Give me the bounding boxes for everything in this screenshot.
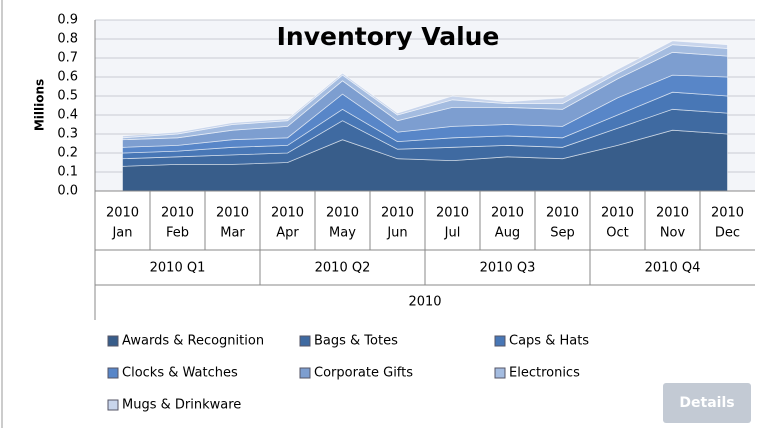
- y-tick-label: 0.5: [57, 89, 78, 104]
- x-tick-label: Apr: [276, 226, 299, 241]
- y-tick-label: 0.8: [57, 32, 78, 47]
- legend-label: Awards & Recognition: [122, 334, 264, 349]
- x-tick-label: 2010: [271, 206, 304, 221]
- x-tick-label: Jun: [386, 226, 407, 241]
- quarter-label: 2010 Q2: [315, 261, 371, 276]
- x-tick-label: Nov: [660, 226, 686, 241]
- chart-title: Inventory Value: [277, 22, 500, 51]
- legend-swatch: [107, 367, 119, 379]
- x-tick-label: 2010: [326, 206, 359, 221]
- legend-label: Bags & Totes: [314, 334, 398, 349]
- x-tick-label: Jan: [111, 226, 132, 241]
- x-tick-label: Dec: [715, 226, 740, 241]
- legend-swatch: [299, 367, 311, 379]
- x-tick-label: 2010: [436, 206, 469, 221]
- quarter-label: 2010 Q1: [150, 261, 206, 276]
- legend-label: Caps & Hats: [509, 334, 589, 349]
- y-tick-label: 0.6: [57, 70, 78, 85]
- plot: [95, 19, 755, 192]
- x-tick-label: 2010: [216, 206, 249, 221]
- legend-label: Clocks & Watches: [122, 366, 238, 381]
- x-tick-label: Aug: [495, 226, 520, 241]
- y-axis-label: Millions: [33, 79, 47, 131]
- legend-label: Mugs & Drinkware: [122, 398, 241, 413]
- year-label: 2010: [408, 295, 441, 310]
- legend-label: Corporate Gifts: [314, 366, 413, 381]
- y-tick-label: 0.1: [57, 165, 78, 180]
- x-tick-label: 2010: [106, 206, 139, 221]
- y-tick-label: 0.3: [57, 127, 78, 142]
- x-tick-label: 2010: [601, 206, 634, 221]
- x-tick-label: 2010: [546, 206, 579, 221]
- x-tick-label: 2010: [491, 206, 524, 221]
- y-tick-label: 0.7: [57, 51, 78, 66]
- x-tick-label: 2010: [711, 206, 744, 221]
- details-button-label[interactable]: Details: [679, 395, 734, 411]
- quarter-label: 2010 Q4: [645, 261, 701, 276]
- y-tick-label: 0.9: [57, 13, 78, 28]
- legend-swatch: [494, 335, 506, 347]
- x-tick-label: 2010: [656, 206, 689, 221]
- legend-swatch: [299, 335, 311, 347]
- y-tick-label: 0.2: [57, 146, 78, 161]
- y-tick-label: 0.0: [57, 184, 78, 199]
- y-tick-label: 0.4: [57, 108, 78, 123]
- quarter-label: 2010 Q3: [480, 261, 536, 276]
- area: [122, 40, 728, 139]
- legend-swatch: [107, 335, 119, 347]
- x-tick-label: 2010: [161, 206, 194, 221]
- x-tick-label: Sep: [550, 226, 575, 241]
- legend-label: Electronics: [509, 366, 580, 381]
- details-button[interactable]: [663, 383, 751, 423]
- x-tick-label: Oct: [606, 226, 628, 241]
- x-tick-label: Feb: [166, 226, 189, 241]
- x-tick-label: 2010: [381, 206, 414, 221]
- x-tick-label: Jul: [444, 226, 461, 241]
- x-tick-label: May: [329, 226, 356, 241]
- legend-swatch: [494, 367, 506, 379]
- x-tick-label: Mar: [220, 226, 245, 241]
- legend-swatch: [107, 399, 119, 411]
